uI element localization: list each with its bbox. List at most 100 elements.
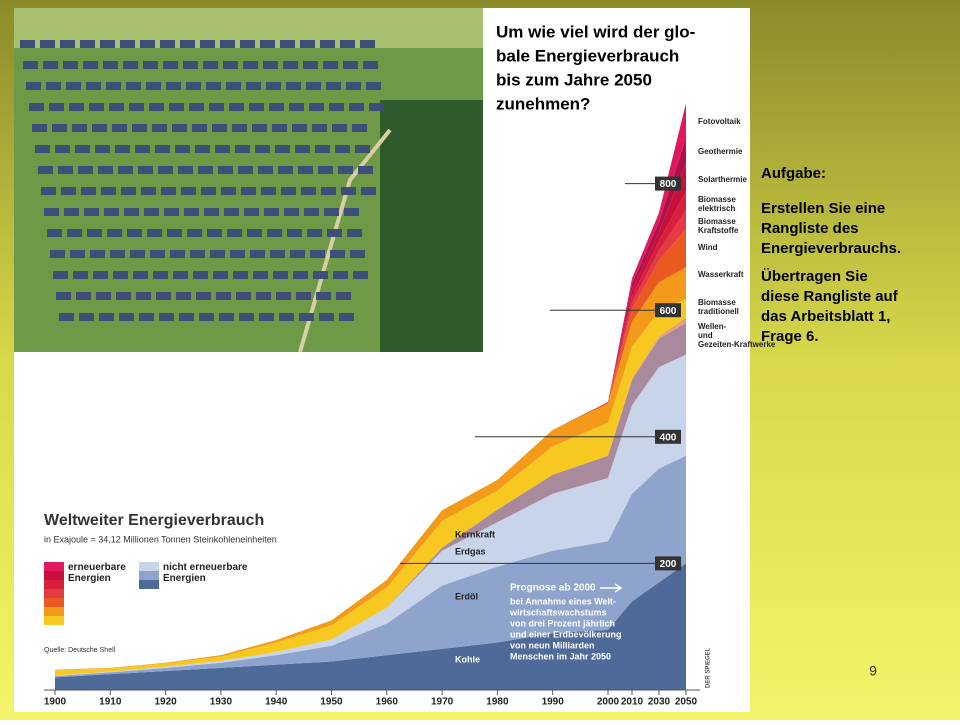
solar-panel (60, 40, 75, 48)
solar-panel (201, 187, 216, 195)
solar-panel (258, 166, 273, 174)
page-number: 9 (869, 663, 877, 679)
solar-panel (239, 313, 254, 321)
solar-panel (70, 250, 85, 258)
solar-panel (150, 250, 165, 258)
y-tick-box (655, 429, 681, 444)
solar-panel (43, 61, 58, 69)
solar-panel (298, 166, 313, 174)
chart-subtitle: in Exajoule = 34,12 Millionen Tonnen Ste… (44, 534, 277, 544)
series-label: Erdgas (455, 546, 486, 556)
solar-panel (178, 166, 193, 174)
solar-panel (155, 145, 170, 153)
solar-panel (350, 250, 365, 258)
legend-swatch (139, 562, 159, 571)
solar-panel (260, 40, 275, 48)
solar-panel (332, 124, 347, 132)
solar-panel (138, 166, 153, 174)
solar-panel (369, 103, 384, 111)
solar-panel (264, 208, 279, 216)
solar-panel (84, 208, 99, 216)
solar-panel (259, 313, 274, 321)
area-series (55, 298, 686, 676)
solar-panel (219, 313, 234, 321)
question-line: bis zum Jahre 2050 (496, 70, 652, 89)
solar-panel (301, 187, 316, 195)
solar-panel (132, 124, 147, 132)
solar-panel (141, 187, 156, 195)
solar-panel (232, 124, 247, 132)
solar-panel (355, 145, 370, 153)
solar-panel (72, 124, 87, 132)
legend-label: erneuerbare Energien (68, 562, 126, 584)
solar-panel (146, 82, 161, 90)
y-tick-label: 600 (660, 306, 677, 317)
series-label: Fotovoltaik (698, 117, 741, 126)
legend-swatch (44, 589, 64, 598)
solar-panel (123, 61, 138, 69)
question-line: zunehmen? (496, 94, 590, 113)
solar-panel (275, 145, 290, 153)
x-tick-label: 1960 (376, 697, 399, 708)
solar-panel (55, 145, 70, 153)
solar-panel (347, 229, 362, 237)
solar-panel (329, 103, 344, 111)
solar-panel (183, 61, 198, 69)
series-label: Wellen-und Gezeiten-Kraftwerke (698, 322, 776, 349)
task-title: Aufgabe: (761, 165, 826, 182)
solar-panel (247, 229, 262, 237)
solar-panel (53, 271, 68, 279)
solar-panel (286, 82, 301, 90)
solar-panel (198, 166, 213, 174)
solar-panel (80, 40, 95, 48)
solar-panel (220, 40, 235, 48)
series-label: Biomasse elektrisch (698, 195, 736, 213)
solar-panel (309, 103, 324, 111)
solar-panel (310, 250, 325, 258)
solar-panel (49, 103, 64, 111)
solar-panel (321, 187, 336, 195)
solar-panel (59, 313, 74, 321)
solar-panel (152, 124, 167, 132)
area-series (55, 563, 686, 690)
solar-panel (58, 166, 73, 174)
solar-panel (189, 103, 204, 111)
solar-panel (340, 40, 355, 48)
legend-label: nicht erneuerbare Energien (163, 562, 248, 584)
solar-panel (333, 271, 348, 279)
solar-panel (303, 61, 318, 69)
solar-panel (166, 82, 181, 90)
solar-panel (130, 250, 145, 258)
solar-panel (316, 292, 331, 300)
solar-panel (223, 61, 238, 69)
publisher: DER SPIEGEL (706, 647, 712, 688)
solar-panel (40, 40, 55, 48)
x-tick-label: 1900 (44, 697, 67, 708)
solar-panel (279, 313, 294, 321)
solar-panel (315, 145, 330, 153)
legend-swatch (44, 616, 64, 625)
solar-panel (287, 229, 302, 237)
solar-panel (29, 103, 44, 111)
solar-panel (106, 82, 121, 90)
series-label: Biomasse traditionell (698, 298, 739, 316)
y-tick-box (655, 303, 681, 318)
solar-panel (200, 40, 215, 48)
solar-panel (327, 229, 342, 237)
solar-panel (127, 229, 142, 237)
solar-panel (263, 61, 278, 69)
solar-panel (64, 208, 79, 216)
solar-panel (156, 292, 171, 300)
solar-panel (295, 145, 310, 153)
solar-panel (335, 145, 350, 153)
solar-panel (109, 103, 124, 111)
solar-panel (93, 271, 108, 279)
solar-panel (67, 229, 82, 237)
legend-swatch (44, 598, 64, 607)
solar-panel (135, 145, 150, 153)
solar-panel (269, 103, 284, 111)
x-tick-label: 1940 (265, 697, 288, 708)
solar-panel (44, 208, 59, 216)
solar-panel (352, 124, 367, 132)
